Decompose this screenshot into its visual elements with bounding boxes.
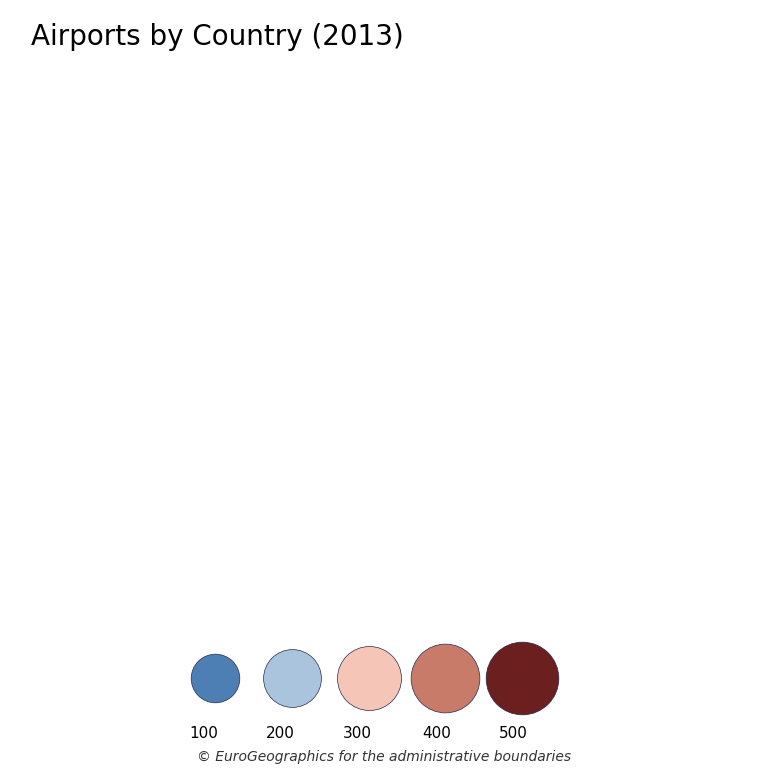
Point [286,672,298,684]
Point [516,672,528,684]
Text: 200: 200 [266,726,295,741]
Text: 500: 500 [498,726,528,741]
Point [362,672,375,684]
Point [439,672,452,684]
Text: 300: 300 [343,726,372,741]
Text: © EuroGeographics for the administrative boundaries: © EuroGeographics for the administrative… [197,750,571,764]
Point [209,672,221,684]
Text: 400: 400 [422,726,451,741]
Text: Airports by Country (2013): Airports by Country (2013) [31,23,403,51]
Text: 100: 100 [189,726,218,741]
